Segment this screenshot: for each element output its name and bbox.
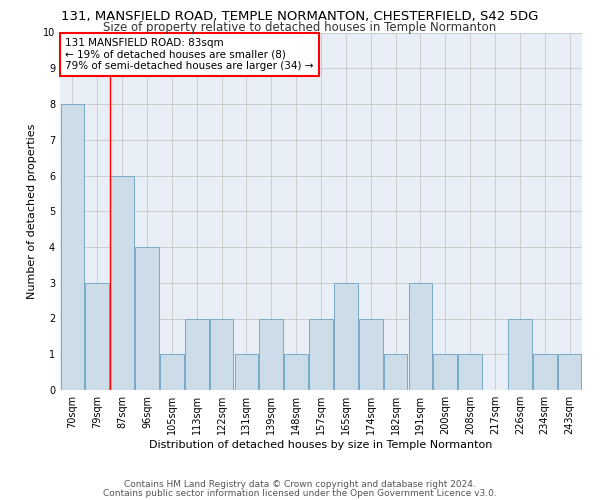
Bar	[160, 354, 184, 390]
Y-axis label: Number of detached properties: Number of detached properties	[28, 124, 37, 299]
Bar	[284, 354, 308, 390]
Bar	[210, 318, 233, 390]
Bar	[558, 354, 581, 390]
Text: Contains public sector information licensed under the Open Government Licence v3: Contains public sector information licen…	[103, 488, 497, 498]
Text: Size of property relative to detached houses in Temple Normanton: Size of property relative to detached ho…	[103, 21, 497, 34]
Text: 131 MANSFIELD ROAD: 83sqm
← 19% of detached houses are smaller (8)
79% of semi-d: 131 MANSFIELD ROAD: 83sqm ← 19% of detac…	[65, 38, 314, 71]
Bar	[61, 104, 84, 390]
Bar	[85, 283, 109, 390]
Bar	[533, 354, 557, 390]
Text: Contains HM Land Registry data © Crown copyright and database right 2024.: Contains HM Land Registry data © Crown c…	[124, 480, 476, 489]
Bar	[409, 283, 432, 390]
Bar	[185, 318, 209, 390]
Bar	[384, 354, 407, 390]
Text: 131, MANSFIELD ROAD, TEMPLE NORMANTON, CHESTERFIELD, S42 5DG: 131, MANSFIELD ROAD, TEMPLE NORMANTON, C…	[61, 10, 539, 23]
Bar	[458, 354, 482, 390]
Bar	[433, 354, 457, 390]
Bar	[508, 318, 532, 390]
Bar	[135, 247, 159, 390]
Bar	[334, 283, 358, 390]
X-axis label: Distribution of detached houses by size in Temple Normanton: Distribution of detached houses by size …	[149, 440, 493, 450]
Bar	[110, 176, 134, 390]
Bar	[359, 318, 383, 390]
Bar	[235, 354, 258, 390]
Bar	[259, 318, 283, 390]
Bar	[309, 318, 333, 390]
